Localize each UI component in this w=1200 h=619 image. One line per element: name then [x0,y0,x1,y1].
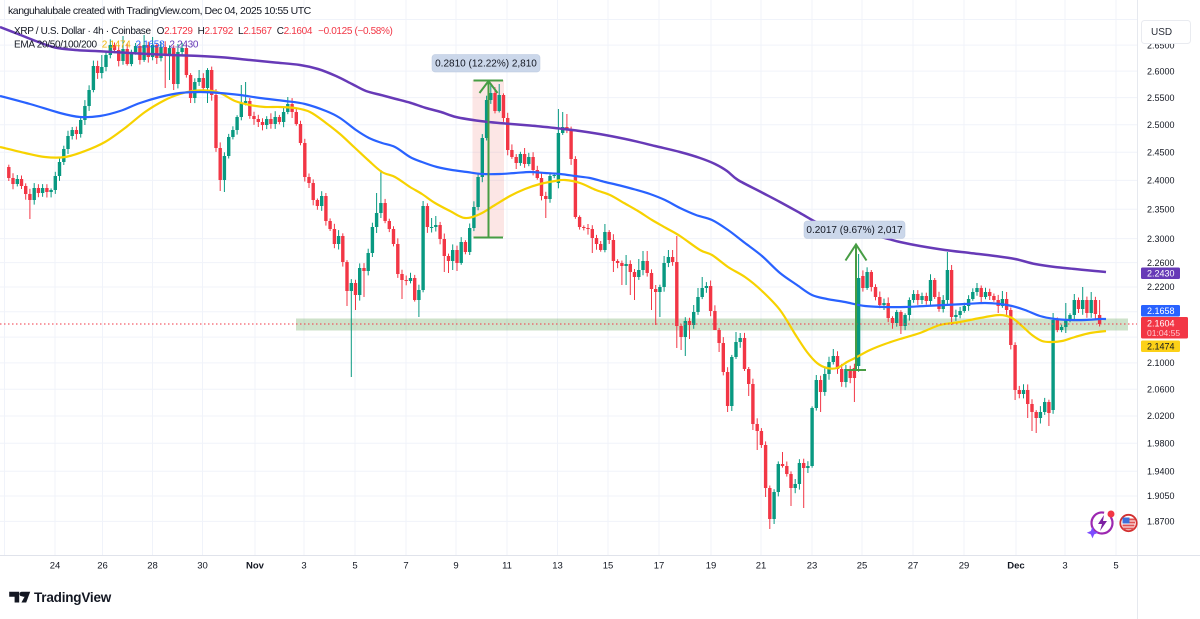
svg-text:11: 11 [502,561,512,572]
svg-text:TradingView: TradingView [34,590,112,605]
svg-text:1.9050: 1.9050 [1147,491,1175,501]
svg-text:2.1658: 2.1658 [1147,306,1175,316]
svg-text:29: 29 [959,561,970,572]
svg-text:13: 13 [552,561,563,572]
svg-text:2.6500: 2.6500 [1147,40,1175,50]
svg-text:17: 17 [654,561,665,572]
svg-text:25: 25 [857,561,868,572]
svg-text:2.1604: 2.1604 [1147,319,1175,329]
svg-text:24: 24 [50,561,61,572]
svg-text:2.3500: 2.3500 [1147,204,1175,214]
svg-text:19: 19 [706,561,717,572]
svg-text:Nov: Nov [246,561,265,572]
svg-text:2.5000: 2.5000 [1147,120,1175,130]
svg-text:5: 5 [1113,561,1118,572]
svg-text:kanguhalubale created with Tra: kanguhalubale created with TradingView.c… [8,5,312,17]
svg-text:2.2200: 2.2200 [1147,282,1175,292]
svg-text:3: 3 [301,561,306,572]
svg-text:USD: USD [1151,27,1172,38]
svg-text:1.9800: 1.9800 [1147,439,1175,449]
svg-text:2.6000: 2.6000 [1147,66,1175,76]
svg-text:2.1474: 2.1474 [1147,341,1175,351]
svg-text:23: 23 [807,561,818,572]
svg-text:2.5500: 2.5500 [1147,93,1175,103]
svg-text:28: 28 [147,561,158,572]
svg-text:2.1000: 2.1000 [1147,358,1175,368]
svg-text:5: 5 [352,561,357,572]
svg-text:21: 21 [756,561,767,572]
svg-text:15: 15 [603,561,614,572]
svg-text:0.2810 (12.22%) 2,810: 0.2810 (12.22%) 2,810 [435,59,537,70]
svg-text:7: 7 [403,561,408,572]
svg-text:2.0200: 2.0200 [1147,411,1175,421]
svg-text:XRP / U.S. Dollar · 4h · Coinb: XRP / U.S. Dollar · 4h · Coinbase O2.1729… [14,26,393,37]
svg-text:0.2017 (9.67%) 2,017: 0.2017 (9.67%) 2,017 [806,225,903,236]
svg-text:2.0600: 2.0600 [1147,384,1175,394]
svg-text:01:04:55: 01:04:55 [1147,328,1180,338]
svg-text:Dec: Dec [1007,561,1024,572]
svg-text:2.4500: 2.4500 [1147,148,1175,158]
svg-text:2.3000: 2.3000 [1147,234,1175,244]
svg-text:27: 27 [908,561,919,572]
svg-text:1.8700: 1.8700 [1147,517,1175,527]
svg-text:1.9400: 1.9400 [1147,466,1175,476]
svg-text:9: 9 [453,561,458,572]
svg-text:3: 3 [1062,561,1067,572]
svg-text:2.2430: 2.2430 [1147,268,1175,278]
svg-text:2.4000: 2.4000 [1147,176,1175,186]
svg-text:30: 30 [197,561,208,572]
svg-text:2.2600: 2.2600 [1147,258,1175,268]
svg-text:26: 26 [97,561,108,572]
